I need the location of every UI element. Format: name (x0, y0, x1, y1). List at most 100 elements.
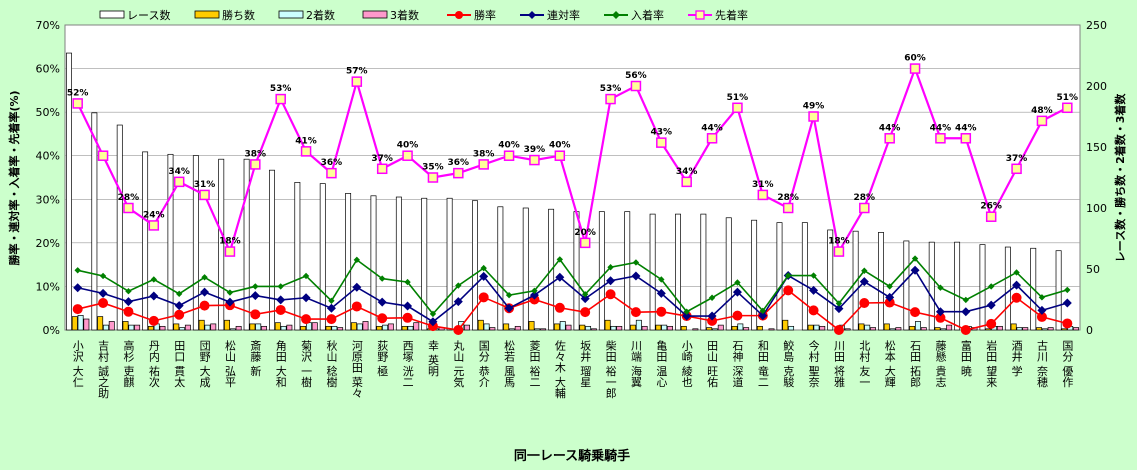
data-label: 49% (803, 102, 825, 112)
legend-marker (455, 11, 463, 19)
point-入着率 (962, 296, 970, 304)
bar-レース数 (421, 197, 428, 331)
point-入着率 (1064, 286, 1071, 294)
bar-3着数 (514, 325, 521, 331)
category-label: 松本 大輝 (883, 339, 896, 388)
point-入着率 (658, 276, 665, 283)
watermark: ©Caniの競馬データ研究室 (74, 29, 224, 44)
point-入着率 (125, 288, 132, 295)
bar-3着数 (819, 325, 826, 331)
bar-3着数 (768, 328, 775, 331)
point-先着率 (173, 176, 185, 188)
data-label: 52% (67, 88, 89, 98)
point-連対率 (352, 282, 362, 292)
point-勝率 (148, 315, 159, 326)
category-label: 幸 英明 (426, 340, 439, 377)
point-連対率 (631, 271, 641, 281)
point-先着率 (275, 93, 286, 105)
category-label: 川田 将雅 (832, 340, 845, 388)
bar-3着数 (134, 324, 141, 331)
bar-2着数 (635, 319, 642, 331)
point-labels: 52%28%24%34%31%18%38%53%41%36%57%37%40%3… (67, 54, 1078, 247)
bar-2着数 (661, 324, 668, 331)
point-勝率 (199, 300, 210, 311)
point-入着率 (480, 264, 487, 272)
point-入着率 (328, 297, 335, 305)
point-連対率 (555, 272, 565, 282)
bar-3着数 (464, 324, 470, 331)
point-先着率 (884, 133, 895, 144)
bar-勝ち数 (579, 324, 586, 331)
left-tick-label: 50% (36, 106, 60, 119)
point-先着率 (478, 159, 489, 170)
legend-swatch (278, 10, 304, 19)
legend-label: 2着数 (306, 8, 335, 22)
point-先着率 (732, 102, 743, 114)
category-label: 吉村 誠之助 (97, 340, 110, 399)
bar-勝ち数 (401, 325, 408, 331)
bar-3着数 (870, 327, 876, 331)
point-連対率 (656, 288, 666, 298)
point-連対率 (123, 297, 133, 307)
data-label: 57% (346, 67, 368, 77)
bar-2着数 (77, 315, 84, 331)
bar-勝ち数 (274, 322, 281, 331)
bar-2着数 (483, 323, 490, 331)
point-勝率 (960, 325, 971, 335)
point-入着率 (835, 300, 843, 307)
bar-2着数 (356, 323, 363, 331)
category-label: 石田 拓郎 (909, 340, 922, 388)
category-label: 北村 友一 (858, 340, 871, 388)
data-label: 44% (955, 123, 977, 133)
point-先着率 (909, 63, 921, 74)
point-先着率 (250, 159, 261, 170)
bar-レース数 (142, 151, 149, 331)
point-勝率 (377, 313, 388, 324)
bar-勝ち数 (300, 325, 307, 331)
legend-label: 連対率 (547, 8, 580, 22)
bar-3着数 (489, 327, 496, 331)
point-勝率 (859, 297, 870, 308)
category-label: 今村 聖奈 (807, 339, 820, 388)
point-先着率 (681, 176, 692, 188)
bar-2着数 (204, 324, 211, 331)
point-入着率 (252, 283, 259, 290)
data-label: 28% (777, 193, 799, 203)
bar-2着数 (915, 321, 921, 331)
point-入着率 (201, 274, 208, 281)
bar-レース数 (598, 211, 605, 331)
line-入着率 (77, 257, 1068, 316)
point-連対率 (377, 297, 387, 307)
bar-series (66, 52, 1079, 331)
bar-勝ち数 (604, 319, 611, 331)
bar-勝ち数 (122, 321, 129, 331)
point-入着率 (683, 308, 690, 315)
point-入着率 (531, 287, 538, 294)
right-tick-label: 0 (1086, 324, 1093, 337)
point-連対率 (809, 285, 819, 295)
point-先着率 (148, 220, 160, 231)
bar-勝ち数 (630, 324, 636, 331)
point-勝率 (630, 307, 641, 318)
category-label: 国分 優作 (1061, 340, 1074, 388)
point-勝率 (98, 297, 109, 308)
point-連対率 (504, 303, 514, 313)
point-連対率 (1062, 298, 1072, 308)
point-勝率 (732, 310, 743, 321)
point-連対率 (403, 301, 413, 311)
data-label: 44% (930, 123, 952, 133)
point-先着率 (72, 98, 83, 109)
bar-3着数 (920, 327, 927, 331)
point-先着率 (1011, 163, 1022, 175)
bar-レース数 (269, 169, 275, 331)
bar-レース数 (903, 240, 910, 331)
left-tick-label: 60% (36, 63, 60, 76)
bar-3着数 (184, 324, 191, 331)
left-tick-label: 40% (36, 150, 60, 163)
category-label: 川端 海翼 (629, 340, 642, 388)
bar-勝ち数 (756, 325, 763, 331)
left-tick-label: 0% (43, 324, 60, 337)
point-連対率 (174, 301, 184, 311)
point-連対率 (1012, 280, 1022, 290)
